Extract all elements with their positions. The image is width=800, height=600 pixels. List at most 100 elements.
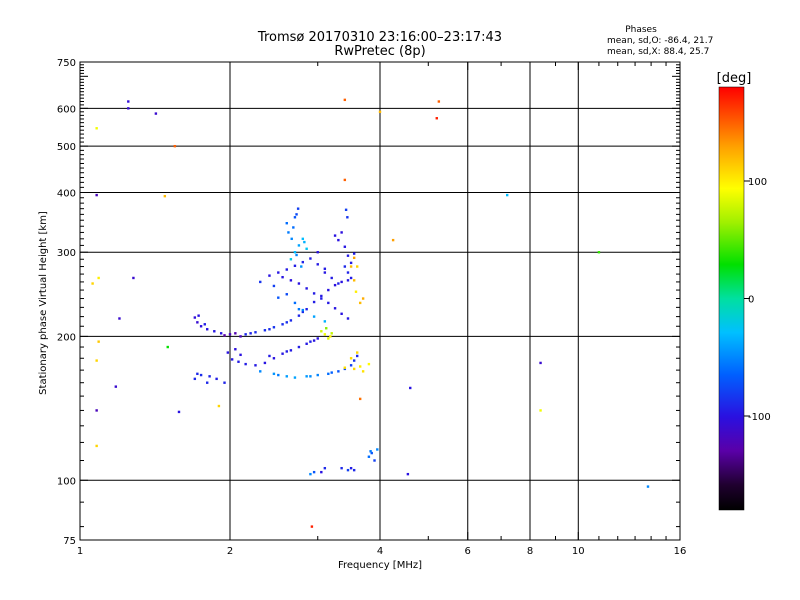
data-point bbox=[346, 216, 349, 219]
data-point bbox=[95, 127, 98, 130]
data-point bbox=[297, 345, 301, 349]
data-points bbox=[91, 98, 650, 528]
data-point bbox=[281, 275, 284, 279]
data-point bbox=[312, 315, 316, 318]
data-point bbox=[254, 331, 257, 334]
data-point bbox=[343, 367, 347, 371]
data-point bbox=[127, 107, 130, 110]
data-point bbox=[340, 466, 343, 470]
data-point bbox=[223, 334, 226, 337]
y-tick-label: 100 bbox=[57, 476, 76, 487]
data-point bbox=[343, 366, 347, 369]
data-point bbox=[293, 251, 297, 254]
data-point bbox=[196, 372, 199, 376]
data-point bbox=[305, 307, 308, 311]
data-point bbox=[259, 370, 262, 373]
data-point bbox=[297, 307, 301, 311]
data-point bbox=[277, 373, 280, 377]
data-point bbox=[330, 371, 333, 374]
data-point bbox=[343, 265, 347, 268]
stats-x-mode: mean, sd,X: 88.4, 25.7 bbox=[607, 47, 709, 57]
data-point bbox=[349, 364, 353, 367]
chart-title: Tromsø 20170310 23:16:00–23:17:43 bbox=[257, 30, 502, 45]
data-point bbox=[263, 329, 267, 332]
data-point bbox=[340, 312, 343, 315]
data-point bbox=[323, 271, 327, 274]
colorbar-tick-label: 100 bbox=[748, 177, 767, 188]
data-point bbox=[289, 279, 293, 282]
data-point bbox=[127, 100, 130, 103]
data-point bbox=[539, 361, 542, 365]
y-axis-label: Stationary phase Virtual Height [km] bbox=[38, 211, 49, 395]
data-point bbox=[352, 256, 356, 260]
data-point bbox=[312, 470, 316, 474]
data-point bbox=[154, 112, 158, 115]
data-point bbox=[277, 271, 280, 274]
data-point bbox=[312, 300, 316, 304]
y-tick-label: 300 bbox=[57, 248, 76, 259]
data-point bbox=[333, 283, 337, 287]
data-point bbox=[646, 485, 650, 488]
data-point bbox=[349, 261, 353, 265]
data-point bbox=[361, 297, 365, 300]
x-tick-label: 16 bbox=[674, 546, 687, 557]
y-tick-label: 75 bbox=[63, 536, 76, 547]
data-point bbox=[272, 372, 276, 376]
chart-subtitle: RwPretec (8p) bbox=[334, 44, 425, 59]
data-point bbox=[303, 240, 306, 244]
x-tick-label: 8 bbox=[527, 546, 533, 557]
y-tick-label: 400 bbox=[57, 188, 76, 199]
data-point bbox=[95, 359, 98, 362]
data-point bbox=[223, 381, 226, 384]
data-point bbox=[333, 234, 337, 237]
data-point bbox=[320, 330, 323, 333]
data-point bbox=[301, 260, 305, 264]
data-point bbox=[259, 280, 262, 284]
data-point bbox=[305, 375, 308, 378]
data-point bbox=[344, 208, 348, 212]
data-point bbox=[295, 253, 298, 257]
data-point bbox=[355, 265, 359, 268]
data-point bbox=[297, 282, 301, 285]
data-point bbox=[173, 144, 177, 148]
data-point bbox=[340, 231, 343, 234]
data-point bbox=[287, 231, 290, 234]
data-point bbox=[263, 361, 267, 365]
data-point bbox=[367, 362, 371, 366]
data-point bbox=[301, 310, 305, 314]
data-point bbox=[285, 375, 288, 378]
data-point bbox=[208, 375, 211, 378]
data-point bbox=[376, 448, 379, 451]
data-point bbox=[97, 340, 100, 343]
data-point bbox=[239, 353, 242, 357]
data-point bbox=[301, 308, 305, 312]
data-point bbox=[333, 307, 337, 310]
data-point bbox=[228, 333, 232, 336]
data-point bbox=[337, 238, 340, 242]
x-tick-label: 10 bbox=[572, 546, 585, 557]
data-point bbox=[293, 264, 297, 267]
data-point bbox=[312, 292, 316, 295]
data-point bbox=[272, 357, 276, 360]
data-point bbox=[340, 280, 343, 284]
data-point bbox=[355, 351, 359, 354]
colorbar-tick-label: 0 bbox=[748, 295, 754, 306]
data-point bbox=[230, 358, 234, 361]
data-point bbox=[309, 375, 312, 378]
data-point bbox=[316, 251, 319, 254]
stats-o-mode: mean, sd,O: -86.4, 21.7 bbox=[607, 36, 713, 46]
data-point bbox=[309, 340, 312, 343]
data-point bbox=[325, 327, 328, 330]
data-point bbox=[272, 284, 276, 288]
data-point bbox=[297, 314, 301, 317]
data-point bbox=[361, 370, 365, 373]
colorbar-ticks: 100 0 -100 bbox=[744, 177, 771, 423]
data-point bbox=[358, 301, 362, 305]
data-point bbox=[285, 293, 288, 296]
data-point bbox=[349, 466, 353, 470]
x-tick-label: 1 bbox=[77, 546, 83, 557]
data-point bbox=[305, 287, 308, 290]
data-point bbox=[277, 296, 280, 299]
data-point bbox=[330, 332, 333, 335]
